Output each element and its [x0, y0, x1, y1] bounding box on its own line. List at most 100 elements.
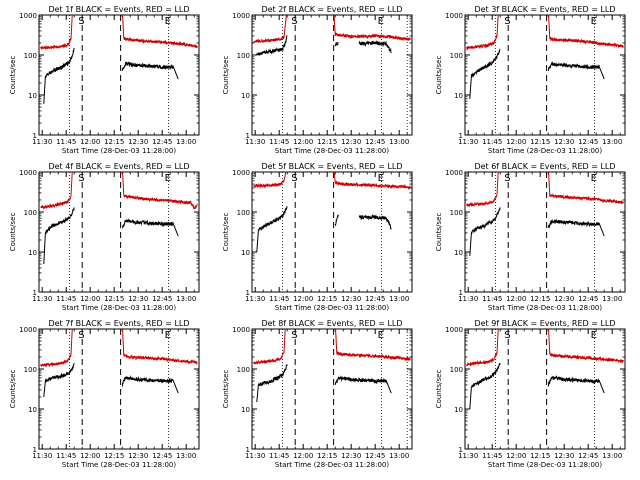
series-lld-line — [548, 172, 624, 205]
x-tick-label: 11:45 — [56, 452, 76, 460]
series-lld-line — [466, 329, 499, 367]
y-tick-label: 1000 — [19, 326, 37, 334]
y-tick-label: 1 — [246, 446, 250, 454]
x-tick-label: 13:00 — [389, 295, 409, 303]
series-events-line — [256, 364, 288, 403]
x-tick-label: 12:30 — [554, 295, 574, 303]
x-tick-label: 11:30 — [245, 138, 265, 146]
y-tick-label: 10 — [454, 249, 463, 257]
y-tick-label: 1 — [459, 446, 463, 454]
panel-det-8f: Det 8f BLACK = Events, RED = LLD Counts/s… — [222, 319, 413, 469]
y-tick-label: 1000 — [232, 12, 250, 20]
y-tick-label: 1000 — [19, 12, 37, 20]
y-tick-label: 1 — [246, 132, 250, 140]
y-tick-label: 100 — [450, 52, 463, 60]
x-tick-label: 12:00 — [80, 138, 100, 146]
series-events-line — [469, 48, 501, 99]
plot-frame — [38, 14, 200, 136]
y-tick-label: 1 — [33, 132, 37, 140]
x-tick-label: 11:45 — [269, 295, 289, 303]
plot-frame — [464, 171, 626, 293]
marker-label: E — [591, 330, 597, 341]
x-tick-label: 13:00 — [389, 138, 409, 146]
x-tick-label: 13:00 — [176, 295, 196, 303]
x-tick-label: 12:45 — [365, 452, 385, 460]
y-tick-label: 100 — [24, 52, 37, 60]
series-events-line — [43, 363, 75, 398]
x-tick-label: 12:45 — [152, 295, 172, 303]
panel-title: Det 4f BLACK = Events, RED = LLD — [48, 162, 189, 171]
x-axis-label: Start Time (28-Dec-03 11:28:00) — [62, 461, 176, 469]
marker-label: S — [291, 173, 297, 184]
x-tick-label: 12:30 — [554, 138, 574, 146]
x-tick-label: 13:00 — [176, 138, 196, 146]
marker-label: S — [78, 16, 84, 27]
y-tick-label: 100 — [450, 366, 463, 374]
x-axis-label: Start Time (28-Dec-03 11:28:00) — [488, 461, 602, 469]
x-tick-label: 13:00 — [602, 452, 622, 460]
panel-det-6f: Det 6f BLACK = Events, RED = LLD Counts/s… — [435, 162, 626, 312]
series-lld-line — [40, 15, 73, 51]
x-tick-label: 12:15 — [530, 138, 550, 146]
x-tick-label: 12:15 — [104, 295, 124, 303]
x-axis-label: Start Time (28-Dec-03 11:28:00) — [275, 147, 389, 155]
y-tick-label: 100 — [237, 52, 250, 60]
x-tick-label: 11:30 — [32, 295, 52, 303]
y-tick-label: 100 — [24, 209, 37, 217]
marker-label: E — [165, 330, 171, 341]
y-tick-label: 100 — [237, 366, 250, 374]
y-axis-label: Counts/sec — [222, 56, 230, 95]
x-tick-label: 12:15 — [317, 452, 337, 460]
panel-title: Det 5f BLACK = Events, RED = LLD — [261, 162, 402, 171]
x-axis-label: Start Time (28-Dec-03 11:28:00) — [488, 147, 602, 155]
panel-title: Det 9f BLACK = Events, RED = LLD — [474, 319, 615, 328]
x-tick-label: 12:45 — [578, 138, 598, 146]
x-tick-label: 12:15 — [530, 452, 550, 460]
plot-frame — [251, 171, 413, 293]
x-tick-label: 12:30 — [128, 295, 148, 303]
x-tick-label: 12:30 — [554, 452, 574, 460]
x-tick-label: 12:15 — [317, 295, 337, 303]
x-tick-label: 12:45 — [152, 452, 172, 460]
y-tick-label: 10 — [28, 406, 37, 414]
x-tick-label: 12:45 — [578, 295, 598, 303]
y-tick-label: 10 — [454, 406, 463, 414]
x-tick-label: 12:15 — [530, 295, 550, 303]
marker-label: S — [78, 173, 84, 184]
y-tick-label: 100 — [24, 366, 37, 374]
y-axis-label: Counts/sec — [222, 213, 230, 252]
series-events-line — [43, 47, 75, 104]
series-lld-line — [253, 329, 286, 366]
x-axis-label: Start Time (28-Dec-03 11:28:00) — [62, 147, 176, 155]
series-lld-line — [466, 15, 499, 52]
series-events-line — [334, 214, 339, 227]
series-lld-line — [122, 172, 198, 210]
series-events-line — [256, 206, 288, 253]
x-axis-label: Start Time (28-Dec-03 11:28:00) — [488, 304, 602, 312]
y-axis-label: Counts/sec — [435, 56, 443, 95]
x-tick-label: 11:45 — [56, 138, 76, 146]
x-axis-label: Start Time (28-Dec-03 11:28:00) — [62, 304, 176, 312]
x-tick-label: 13:00 — [602, 138, 622, 146]
plot-frame — [251, 328, 413, 450]
x-tick-label: 11:45 — [482, 452, 502, 460]
series-events-line — [43, 207, 75, 265]
x-tick-label: 11:45 — [269, 452, 289, 460]
panel-det-7f: Det 7f BLACK = Events, RED = LLD Counts/s… — [9, 319, 200, 469]
series-lld-line — [548, 329, 624, 364]
x-tick-label: 12:45 — [578, 452, 598, 460]
plot-frame — [464, 328, 626, 450]
plot-frame — [251, 14, 413, 136]
panel-title: Det 7f BLACK = Events, RED = LLD — [48, 319, 189, 328]
marker-label: S — [291, 16, 297, 27]
x-tick-label: 11:30 — [458, 452, 478, 460]
y-tick-label: 1 — [33, 446, 37, 454]
x-tick-label: 12:00 — [506, 452, 526, 460]
plot-frame — [38, 171, 200, 293]
series-events-line — [469, 363, 501, 410]
y-tick-label: 1 — [459, 289, 463, 297]
x-tick-label: 11:45 — [269, 138, 289, 146]
panel-title: Det 3f BLACK = Events, RED = LLD — [474, 5, 615, 14]
series-events-line — [469, 207, 501, 256]
